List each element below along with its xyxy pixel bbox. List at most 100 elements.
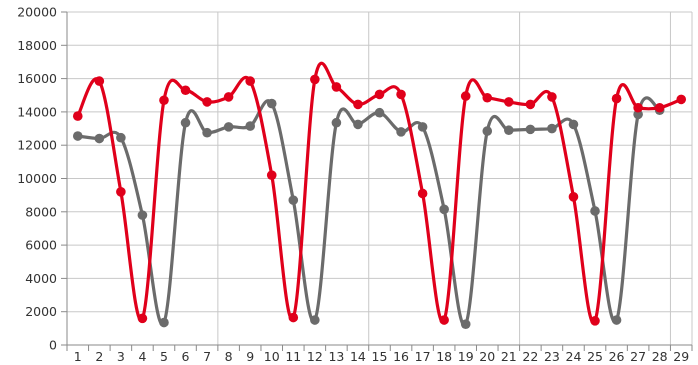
data-point: [633, 102, 643, 113]
data-series: [72, 61, 687, 329]
data-point: [180, 117, 191, 128]
data-point: [460, 319, 471, 329]
data-point: [266, 98, 277, 109]
data-point: [94, 133, 105, 144]
x-tick-label: 3: [117, 349, 125, 364]
series-1: [72, 96, 665, 329]
data-point: [266, 170, 277, 180]
x-tick-label: 24: [566, 349, 582, 364]
y-tick-label: 16000: [17, 71, 57, 86]
x-tick-label: 20: [479, 349, 495, 364]
x-tick-label: 16: [393, 349, 409, 364]
data-point: [202, 97, 212, 107]
y-tick-label: 18000: [17, 38, 57, 53]
data-point: [525, 99, 536, 110]
y-tick-label: 2000: [25, 304, 57, 319]
data-point: [460, 91, 471, 101]
data-point: [72, 131, 83, 141]
data-point: [633, 109, 643, 120]
data-point: [439, 204, 449, 215]
x-tick-label: 9: [246, 349, 254, 364]
data-point: [547, 92, 557, 102]
x-tick-label: 29: [673, 349, 689, 364]
x-tick-label: 27: [630, 349, 646, 364]
x-tick-label: 26: [609, 349, 625, 364]
data-point: [396, 127, 406, 137]
data-point: [159, 317, 169, 328]
data-point: [504, 125, 514, 136]
x-tick-label: 15: [372, 349, 388, 364]
data-point: [288, 195, 299, 205]
x-tick-label: 13: [328, 349, 344, 364]
x-tick-label: 6: [182, 349, 190, 364]
y-tick-label: 8000: [25, 204, 57, 219]
y-tick-label: 14000: [17, 104, 57, 119]
data-point: [137, 210, 148, 220]
x-tick-label: 1: [74, 349, 82, 364]
x-tick-label: 5: [160, 349, 168, 364]
data-point: [568, 119, 579, 130]
data-point: [353, 99, 363, 110]
x-tick-label: 7: [203, 349, 211, 364]
data-point: [611, 315, 622, 325]
data-point: [590, 206, 600, 216]
data-point: [202, 127, 212, 138]
y-tick-label: 10000: [17, 171, 57, 186]
data-point: [137, 313, 148, 324]
x-tick-label: 22: [522, 349, 538, 364]
data-point: [310, 315, 320, 325]
x-tick-label: 19: [458, 349, 474, 364]
data-point: [159, 95, 169, 106]
data-point: [374, 89, 385, 100]
x-tick-label: 11: [285, 349, 301, 364]
data-point: [611, 93, 622, 104]
data-point: [568, 192, 579, 202]
y-tick-label: 4000: [25, 271, 57, 286]
data-point: [223, 122, 234, 132]
data-point: [590, 316, 600, 326]
x-tick-label: 8: [225, 349, 233, 364]
axes: [61, 11, 693, 351]
data-point: [180, 85, 191, 96]
data-point: [116, 132, 126, 143]
data-point: [223, 92, 234, 102]
data-point: [417, 122, 428, 132]
y-tick-label: 12000: [17, 138, 57, 153]
x-tick-label: 14: [350, 349, 366, 364]
y-tick-label: 0: [49, 338, 57, 353]
data-point: [439, 315, 449, 325]
data-point: [353, 119, 363, 130]
y-tick-labels: 0 2000 4000 6000 8000 10000 12000 14000 16000 180…: [17, 5, 57, 353]
data-point: [676, 94, 687, 105]
x-tick-label: 12: [307, 349, 323, 364]
data-point: [654, 102, 665, 113]
x-tick-label: 10: [264, 349, 280, 364]
data-point: [417, 188, 428, 199]
data-point: [331, 117, 342, 128]
data-point: [331, 82, 342, 92]
data-point: [288, 312, 299, 323]
x-tick-labels: 1 2 3 4 5 6 7 8 9 10 11 12 13 14 15 16 17 18 19 20 21 22 23 24 2…: [74, 349, 689, 364]
x-tick-label: 21: [501, 349, 517, 364]
x-tick-label: 25: [587, 349, 603, 364]
data-point: [396, 89, 406, 100]
series-2: [72, 61, 687, 326]
x-tick-label: 23: [544, 349, 560, 364]
data-point: [482, 92, 493, 103]
data-point: [245, 121, 255, 131]
data-point: [116, 187, 126, 197]
x-tick-label: 18: [436, 349, 452, 364]
y-tick-label: 20000: [17, 5, 57, 20]
data-point: [547, 123, 557, 134]
data-point: [245, 76, 255, 86]
x-tick-label: 2: [95, 349, 103, 364]
x-tick-label: 17: [415, 349, 431, 364]
grid-lines: [67, 11, 693, 345]
x-tick-label: 28: [652, 349, 668, 364]
data-point: [94, 76, 105, 86]
data-point: [310, 74, 320, 85]
x-tick-label: 4: [138, 349, 146, 364]
data-point: [374, 107, 385, 118]
